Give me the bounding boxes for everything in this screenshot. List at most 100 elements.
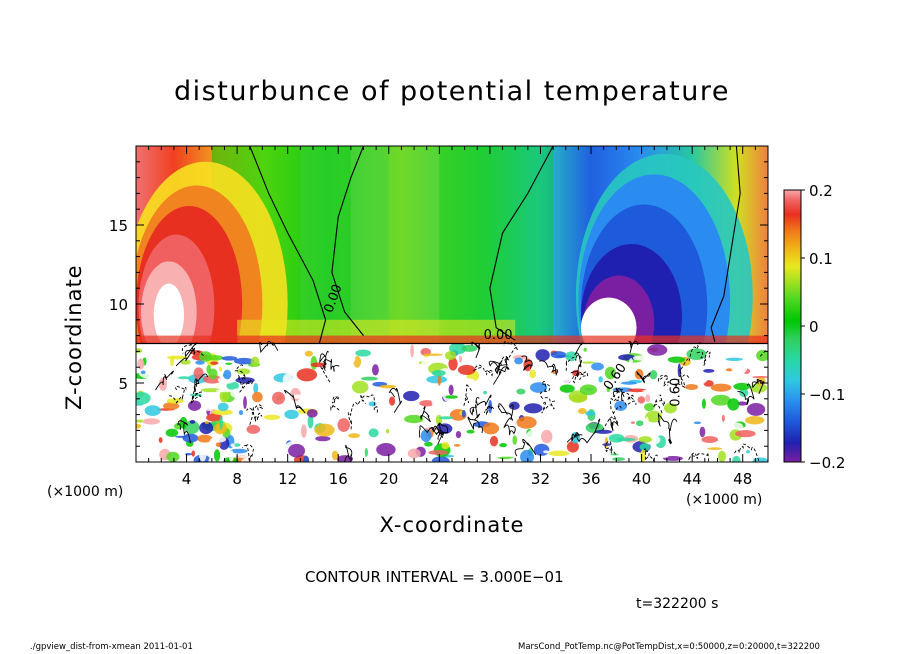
contour-line — [602, 405, 622, 431]
turbulence-cell — [260, 403, 276, 407]
contour-line — [503, 417, 516, 436]
turbulence-cell — [622, 428, 643, 432]
x-axis-unit-left: (×1000 m) — [47, 484, 124, 500]
contour-line — [193, 373, 208, 393]
x-tick-label: 16 — [329, 470, 348, 488]
turbulence-cell — [212, 435, 227, 443]
turbulence-cell — [201, 388, 221, 393]
turbulence-cell — [339, 351, 356, 366]
turbulence-cell — [215, 442, 222, 447]
contour-line — [751, 378, 765, 394]
colorbar-tick-label: −0.2 — [809, 454, 845, 472]
turbulence-cell — [731, 362, 748, 374]
turbulence-cell — [199, 421, 214, 435]
turbulence-cell — [629, 401, 641, 412]
contour-line — [696, 350, 711, 366]
turbulence-cell — [449, 342, 467, 355]
contour-line — [636, 371, 651, 384]
turbulence-cell — [410, 344, 415, 358]
turbulence-cell — [546, 402, 556, 406]
contour-line — [237, 374, 253, 393]
chart-title: disturbunce of potential temperature — [174, 76, 730, 107]
turbulence-cell — [565, 351, 578, 362]
turbulence-cell — [583, 347, 587, 352]
turbulence-cell — [139, 438, 159, 448]
turbulence-cell — [206, 364, 212, 374]
contour-interval-label: CONTOUR INTERVAL = 3.000E−01 — [305, 568, 564, 586]
turbulence-cell — [610, 453, 619, 456]
turbulence-cell — [554, 417, 573, 425]
turbulence-cell — [404, 414, 424, 424]
contour-label: 0.60 — [669, 378, 684, 407]
turbulence-cell — [677, 363, 682, 378]
contour-line — [324, 359, 340, 372]
contour-line — [242, 444, 255, 461]
turbulence-cell — [560, 375, 571, 384]
turbulence-cell — [250, 356, 260, 367]
turbulence-cell — [389, 396, 396, 406]
turbulence-cell — [603, 353, 622, 361]
turbulence-cell — [360, 376, 379, 381]
turbulence-cell — [158, 437, 163, 444]
turbulence-cell — [202, 375, 222, 384]
turbulence-cell — [218, 366, 222, 372]
contour-line — [540, 381, 551, 404]
colorbar-tick-label: 0 — [809, 318, 819, 336]
turbulence-cell — [739, 388, 749, 398]
turbulence-cell — [199, 448, 207, 462]
turbulence-cell — [638, 436, 652, 443]
turbulence-cell — [448, 384, 454, 396]
contour-line — [687, 452, 710, 462]
contour-line — [668, 418, 678, 445]
turbulence-cell — [304, 350, 314, 357]
turbulence-cell — [635, 420, 644, 427]
x-tick-label: 36 — [581, 470, 600, 488]
turbulence-cell — [424, 355, 429, 358]
turbulence-cell — [136, 348, 143, 354]
turbulence-cell — [756, 349, 768, 362]
turbulence-cell — [574, 454, 579, 462]
turbulence-cell — [735, 430, 756, 438]
turbulence-cell — [457, 364, 476, 375]
turbulence-cell — [544, 361, 563, 366]
turbulence-cell — [721, 414, 725, 422]
turbulence-cell — [177, 376, 191, 380]
turbulence-cell — [703, 368, 715, 373]
turbulence-cell — [656, 362, 676, 371]
turbulence-cell — [136, 391, 151, 405]
turbulence-cell — [393, 443, 407, 453]
x-tick-label: 20 — [379, 470, 398, 488]
turbulence-cell — [288, 443, 306, 458]
turbulence-cell — [642, 389, 661, 393]
turbulence-cell — [632, 355, 650, 361]
turbulence-cell — [598, 376, 603, 383]
turbulence-cell — [461, 409, 466, 418]
turbulence-cell — [233, 357, 255, 365]
colorbar: 0.2 0.1 0 −0.1 −0.2 — [783, 182, 845, 472]
turbulence-cell — [166, 451, 180, 462]
turbulence-cell — [217, 402, 229, 412]
y-axis-label: Z-coordinate — [62, 264, 86, 410]
x-tick-label: 40 — [632, 470, 651, 488]
turbulence-cell — [628, 358, 633, 367]
contour-line — [608, 418, 619, 432]
footer-script-info: ./gpview_dist-from-xmean 2011-01-01 — [30, 642, 193, 652]
x-axis-label-text: X-coordinate — [379, 513, 525, 537]
turbulence-cell — [529, 382, 548, 393]
turbulence-cell — [392, 430, 402, 445]
footer-data-source: MarsCond_PotTemp.nc@PotTempDist,x=0:5000… — [518, 642, 820, 652]
turbulence-cell — [456, 377, 475, 384]
turbulence-cell — [217, 376, 236, 384]
turbulence-cell — [376, 443, 396, 457]
turbulence-cell — [252, 391, 263, 403]
contour-line — [610, 396, 637, 410]
contour-line — [190, 388, 202, 405]
turbulence-cell — [428, 450, 449, 455]
turbulence-cell — [520, 449, 535, 462]
contour-line — [181, 341, 204, 357]
turbulence-cell — [458, 355, 463, 363]
contour-line — [653, 394, 665, 414]
contour-line — [419, 425, 441, 438]
turbulence-cell — [140, 370, 146, 375]
